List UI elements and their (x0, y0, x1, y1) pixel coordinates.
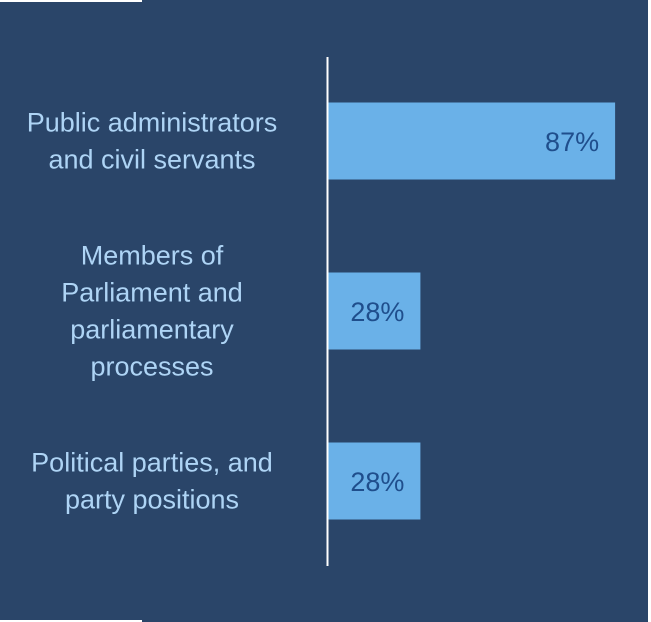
top-left-white-region (0, 0, 142, 2)
category-label-2-line-1: Members of (81, 241, 224, 271)
bar-2 (328, 272, 421, 350)
bottom-left-white-region (0, 620, 142, 622)
right-edge-white-strip (648, 0, 651, 622)
category-label-1-line-2: and civil servants (48, 145, 255, 175)
category-label-3-line-2: party positions (65, 485, 239, 515)
category-label-2: Members of Parliament and parliamentary pro… (61, 241, 243, 382)
bar-3 (328, 442, 421, 520)
bar-series (328, 102, 616, 520)
bar-1 (328, 102, 616, 180)
category-label-2-line-4: processes (90, 352, 213, 382)
category-label-1-line-1: Public administrators (27, 108, 278, 138)
category-labels: Public administrators and civil servants M… (27, 108, 278, 515)
category-label-2-line-3: parliamentary (70, 315, 234, 345)
category-label-2-line-2: Parliament and (61, 278, 243, 308)
data-labels: 87% 28% 28% (350, 127, 599, 497)
category-label-3-line-1: Political parties, and (31, 448, 273, 478)
data-label-1: 87% (545, 127, 599, 157)
category-label-3: Political parties, and party positions (31, 448, 273, 515)
category-label-1: Public administrators and civil servants (27, 108, 278, 175)
data-label-2: 28% (350, 297, 404, 327)
data-label-3: 28% (350, 467, 404, 497)
